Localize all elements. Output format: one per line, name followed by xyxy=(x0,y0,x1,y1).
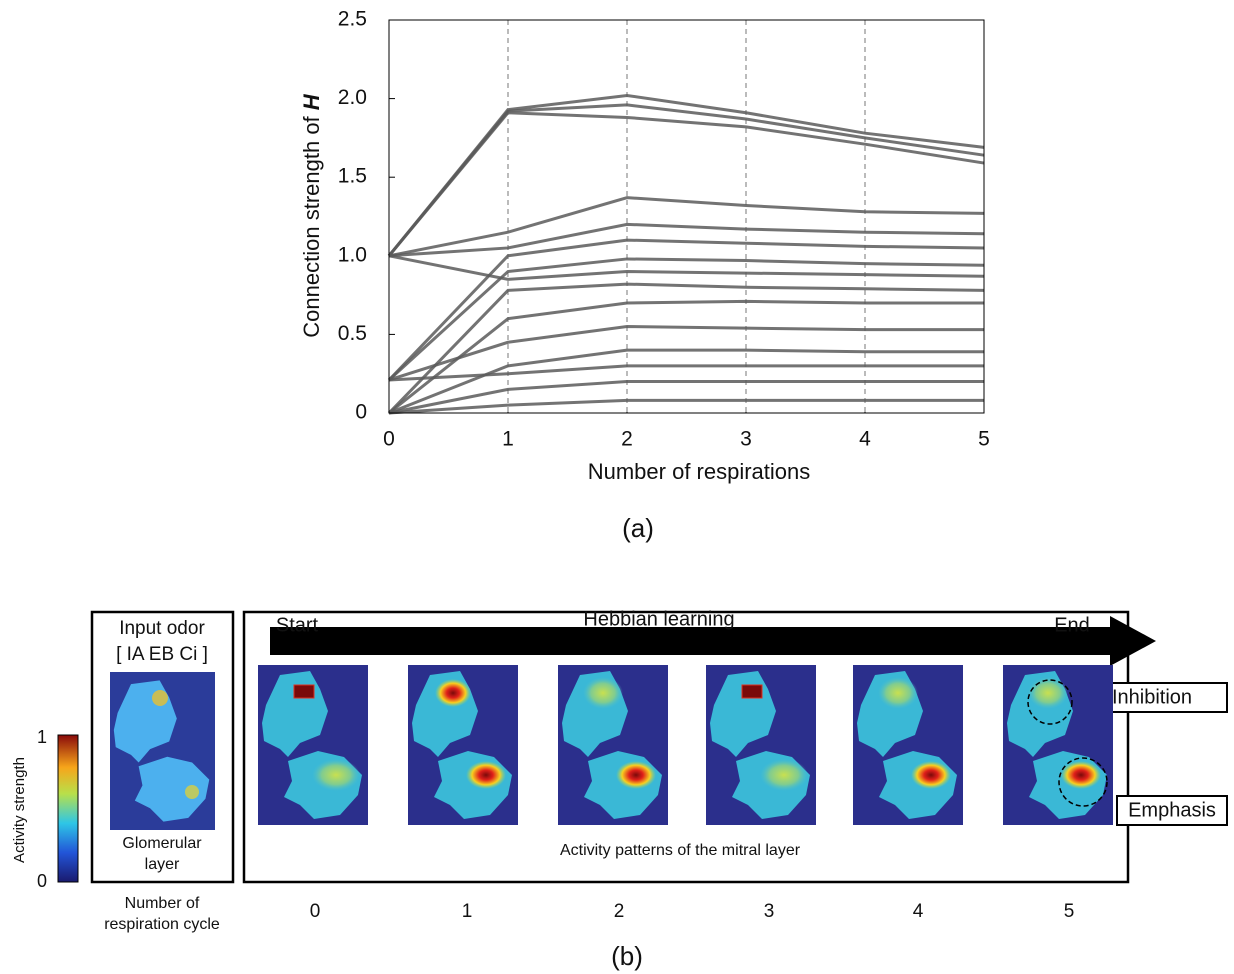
series-line xyxy=(388,364,984,382)
y-tick-label: 1.5 xyxy=(338,165,367,188)
series-line xyxy=(388,325,984,382)
y-tick-label: 0 xyxy=(355,401,367,424)
mitral-spot xyxy=(312,759,360,791)
colorbar-max: 1 xyxy=(37,727,47,747)
mitral-spot xyxy=(616,761,656,789)
colorbar-min: 0 xyxy=(37,871,47,891)
glomerular-spot xyxy=(152,690,168,706)
colorbar-title: Activity strength xyxy=(11,757,28,863)
input-box xyxy=(90,610,235,884)
mitral-spot xyxy=(1028,677,1068,709)
series-line xyxy=(388,299,984,415)
panel-label: (b) xyxy=(611,941,643,971)
x-tick-label: 4 xyxy=(859,428,871,451)
panel-label: (a) xyxy=(622,513,654,543)
annotation-box xyxy=(1091,682,1228,713)
cycle-label: 0 xyxy=(310,901,321,922)
cycle-label: 3 xyxy=(764,901,775,922)
mitral-spot xyxy=(466,761,506,789)
arrow-title: Hebbian learning xyxy=(583,608,734,630)
series-line xyxy=(388,398,984,415)
series-line xyxy=(387,111,985,257)
y-tick-label: 1.0 xyxy=(338,243,367,266)
mitral-spot xyxy=(293,684,315,699)
y-tick-label: 2.5 xyxy=(338,8,367,31)
x-tick-label: 1 xyxy=(502,428,514,451)
mitral-spot xyxy=(583,677,623,709)
annotation-box xyxy=(1116,795,1228,826)
cycle-axis-label: respiration cycle xyxy=(104,916,220,933)
y-tick-label: 0.5 xyxy=(338,322,367,345)
caption: Activity patterns of the mitral layer xyxy=(560,842,801,859)
mitral-spot xyxy=(741,684,763,699)
y-tick-label: 2.0 xyxy=(338,86,367,109)
x-tick-label: 5 xyxy=(978,428,990,451)
x-tick-label: 2 xyxy=(621,428,633,451)
cycle-label: 4 xyxy=(913,901,924,922)
plot-frame xyxy=(388,19,985,414)
series-line xyxy=(388,380,984,415)
y-axis-symbol: H xyxy=(299,93,324,110)
mitral-spot xyxy=(878,677,918,709)
series-line xyxy=(387,257,985,382)
mitral-spot xyxy=(760,759,808,791)
cycle-label: 2 xyxy=(614,901,625,922)
mitral-box xyxy=(242,610,1130,884)
series-line xyxy=(388,254,985,281)
mitral-spot xyxy=(1061,761,1101,789)
series-line xyxy=(388,222,985,258)
mitral-spot xyxy=(435,679,471,707)
series-line xyxy=(388,196,985,258)
y-axis-label: Connection strength of H xyxy=(299,93,324,338)
mitral-spot xyxy=(911,761,951,789)
arrow xyxy=(270,616,1156,666)
series-line xyxy=(387,282,985,415)
input-odor: [ IA EB Ci ] xyxy=(116,644,208,665)
input-title: Input odor xyxy=(119,618,205,639)
cycle-label: 5 xyxy=(1064,901,1075,922)
cycle-label: 1 xyxy=(462,901,473,922)
colorbar xyxy=(57,734,79,883)
annotation: Inhibition xyxy=(1112,686,1192,708)
x-tick-label: 3 xyxy=(740,428,752,451)
inhibition-marker xyxy=(1027,679,1073,725)
y-axis-label-text: Connection strength of xyxy=(299,115,324,337)
x-axis-label: Number of respirations xyxy=(588,459,811,484)
x-tick-label: 0 xyxy=(383,428,395,451)
layer-label: Glomerular xyxy=(122,835,202,852)
arrow-end: End xyxy=(1054,614,1090,636)
emphasis-marker xyxy=(1058,757,1108,807)
annotation: Emphasis xyxy=(1128,799,1216,821)
layer-label: layer xyxy=(145,856,180,873)
cycle-axis-label: Number of xyxy=(125,895,200,912)
glomerular-spot xyxy=(185,785,199,799)
arrow-start: Start xyxy=(276,614,319,636)
